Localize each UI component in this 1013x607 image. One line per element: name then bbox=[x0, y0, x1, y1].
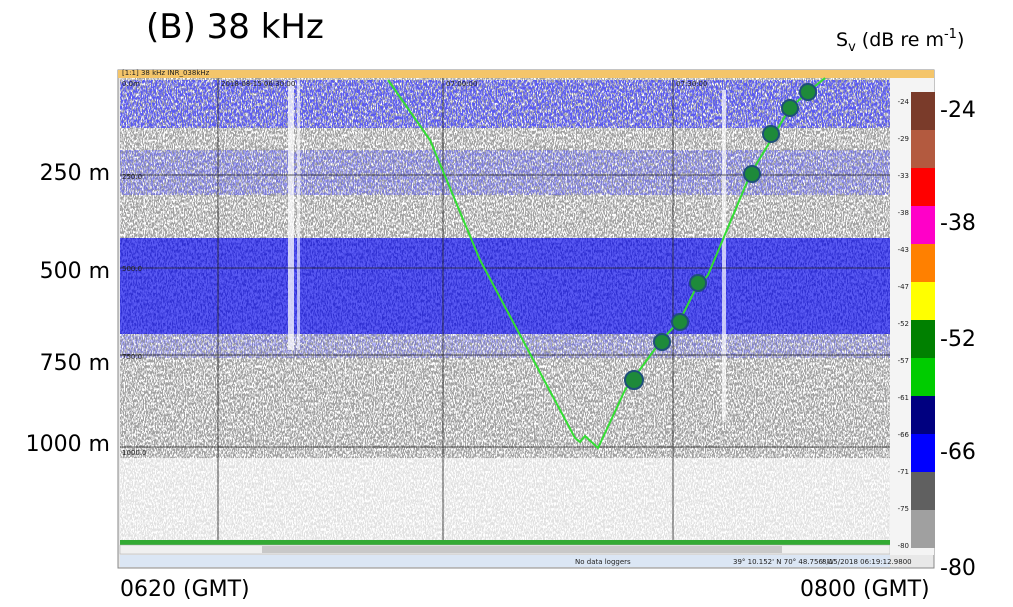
scale-mark: -29 bbox=[898, 135, 909, 143]
scale-title: Sv (dB re m-1) bbox=[836, 27, 964, 55]
depth-mark: 750.0 bbox=[122, 353, 142, 361]
color-scale bbox=[911, 92, 935, 548]
window-titlebar[interactable] bbox=[118, 70, 934, 78]
waypoints bbox=[624, 83, 817, 390]
depth-mark: 250.0 bbox=[122, 173, 142, 181]
scale-subscript: v bbox=[848, 40, 856, 55]
scale-close: ) bbox=[957, 29, 964, 51]
depth-mark: 0.0m bbox=[122, 80, 140, 88]
status-bar bbox=[120, 555, 890, 567]
scale-label: -52 bbox=[940, 327, 976, 352]
scale-mark: -33 bbox=[898, 172, 909, 180]
status-loggers: No data loggers bbox=[575, 558, 631, 566]
depth-mark: 1000.0 bbox=[122, 449, 147, 457]
scale-label: -38 bbox=[940, 211, 976, 236]
grid bbox=[120, 78, 890, 540]
depth-label: 250 m bbox=[40, 161, 110, 186]
scale-label: -80 bbox=[940, 556, 976, 581]
time-mark: 07:30:00 bbox=[676, 80, 707, 88]
window-title: [1:1] 38 kHz INR_038kHz bbox=[122, 69, 210, 77]
time-mark: 2018-08-15 06:30:00 bbox=[221, 80, 295, 88]
scale-label: -24 bbox=[940, 98, 976, 123]
time-label: 0620 (GMT) bbox=[120, 577, 250, 602]
time-label: 0800 (GMT) bbox=[800, 577, 930, 602]
status-time: 8/15/2018 06:19:12.9800 bbox=[822, 558, 912, 566]
scale-mark: -38 bbox=[898, 209, 909, 217]
scale-mark: -80 bbox=[898, 542, 909, 550]
scale-mark: -57 bbox=[898, 357, 909, 365]
scale-mark: -43 bbox=[898, 246, 909, 254]
scale-mark: -66 bbox=[898, 431, 910, 439]
echogram: 2018-08-15 06:30:00 07:00:00 07:30:00 0.… bbox=[120, 78, 890, 540]
time-mark: 07:00:00 bbox=[446, 80, 477, 88]
scale-mark: -71 bbox=[898, 468, 909, 476]
scale-unit: (dB re m bbox=[856, 29, 944, 51]
status-position: 39° 10.152' N 70° 48.756' W bbox=[733, 558, 834, 566]
scale-mark: -24 bbox=[898, 98, 910, 106]
scale-superscript: -1 bbox=[944, 27, 957, 42]
scale-mark: -75 bbox=[898, 505, 909, 513]
depth-label: 1000 m bbox=[26, 432, 110, 457]
scale-mark: -61 bbox=[898, 394, 909, 402]
figure-label: (B) 38 kHz bbox=[146, 7, 324, 47]
scale-symbol: S bbox=[836, 29, 848, 51]
depth-label: 500 m bbox=[40, 259, 110, 284]
depth-label: 750 m bbox=[40, 351, 110, 376]
depth-mark: 500.0 bbox=[122, 265, 142, 273]
scale-label: -66 bbox=[940, 440, 976, 465]
bottom-line bbox=[120, 540, 890, 545]
scale-mark: -52 bbox=[898, 320, 909, 328]
scroll-thumb[interactable] bbox=[262, 546, 782, 553]
scale-mark: -47 bbox=[898, 283, 909, 291]
